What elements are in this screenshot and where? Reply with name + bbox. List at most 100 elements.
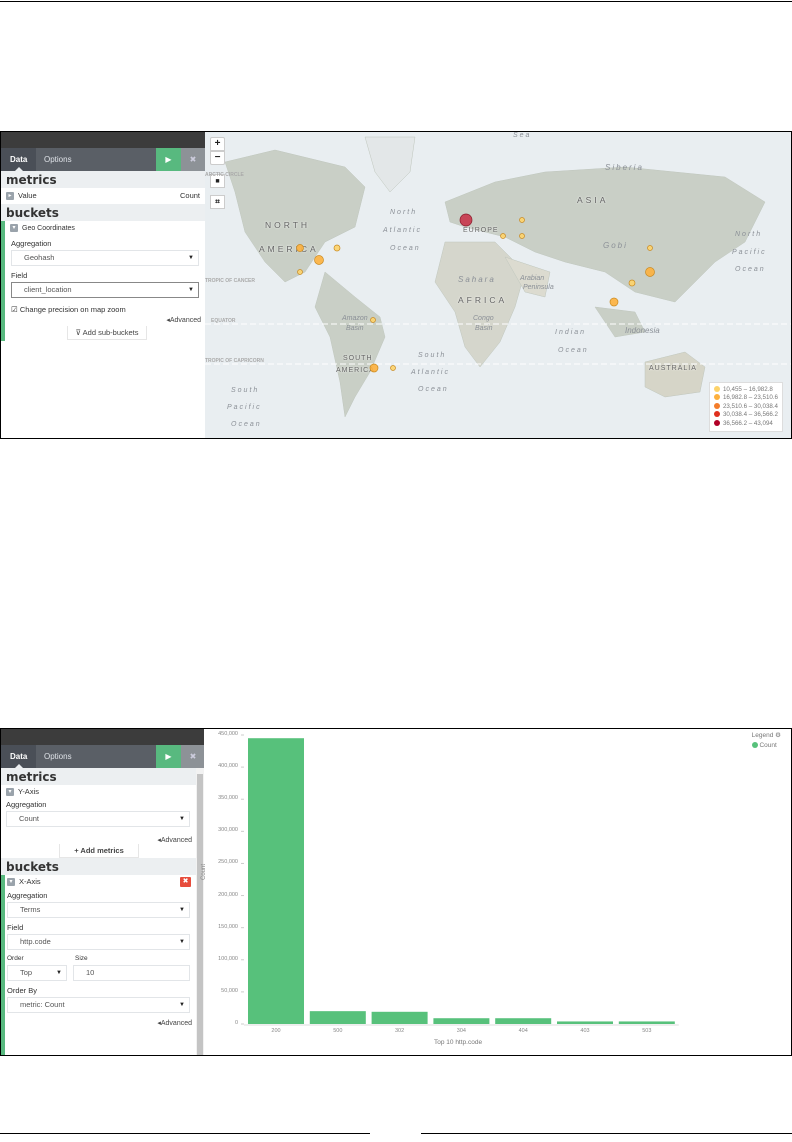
tab-options[interactable]: Options xyxy=(44,155,72,164)
bar-302[interactable] xyxy=(371,1011,428,1024)
field-label: Field xyxy=(7,923,24,932)
order-by-select[interactable]: metric: Count ▼ xyxy=(7,997,190,1013)
legend-dot-icon xyxy=(713,419,720,426)
ocean-label: Ocean xyxy=(231,421,262,428)
add-sub-buckets-button[interactable]: ⊽ Add sub-buckets xyxy=(67,326,147,340)
map-marker xyxy=(519,233,525,239)
map-marker xyxy=(628,279,636,287)
north-america-label-2: AMERICA xyxy=(259,244,319,254)
checkbox-checked-icon[interactable]: ☑ xyxy=(11,305,18,314)
caret-down-icon[interactable]: ▾ xyxy=(6,788,14,797)
x-tick-label: 404 xyxy=(518,1028,528,1034)
editor-scrollbar[interactable] xyxy=(196,768,204,1055)
ocean-label: Indian xyxy=(555,329,587,336)
caret-down-icon[interactable]: ▾ xyxy=(10,224,18,233)
gobi-label: Gobi xyxy=(603,241,628,250)
metric-value-row[interactable]: ▸ Value Count xyxy=(1,188,205,204)
x-tick-label: 500 xyxy=(333,1028,343,1034)
aggregation-value: Geohash xyxy=(24,253,55,262)
africa-label: AFRICA xyxy=(458,295,508,305)
precision-checkbox[interactable]: ☑ Change precision on map zoom xyxy=(5,303,205,316)
bar-chart-screenshot: Data Options ▶ ✖ metrics ▾ Y-Axis Aggrega… xyxy=(0,728,792,1056)
caret-down-icon[interactable]: ▾ xyxy=(7,878,15,887)
aggregation-label: Aggregation xyxy=(6,800,47,809)
siberia-label: Siberia xyxy=(605,163,644,172)
apply-button[interactable]: ▶ xyxy=(156,745,181,768)
tile-map[interactable]: + − ■ ⌗ ARCTIC CIRCLE TROPIC OF CANCER E… xyxy=(205,132,791,438)
map-legend-item: 30,038.4 – 36,566.2 xyxy=(713,411,778,420)
footer-rule-left xyxy=(0,1133,370,1134)
bar-500[interactable] xyxy=(309,1011,366,1024)
crop-draw-button[interactable]: ⌗ xyxy=(210,195,225,209)
gear-icon[interactable]: ⚙ xyxy=(775,732,781,739)
y-tick-label: 350,000 xyxy=(218,795,238,802)
y-tick-label: 250,000 xyxy=(218,859,238,866)
field-select[interactable]: http.code ▼ xyxy=(7,934,190,950)
ocean-label: South xyxy=(418,352,447,359)
zoom-in-button[interactable]: + xyxy=(210,137,225,151)
editor-panel: metrics ▸ Value Count buckets ▾ Geo Coordi… xyxy=(1,171,205,438)
dropdown-arrow-icon: ▼ xyxy=(56,970,62,976)
order-select[interactable]: Top ▼ xyxy=(7,965,67,981)
size-value: 10 xyxy=(86,968,95,977)
metric-label: Value xyxy=(18,191,37,200)
south-america-label-2: AMERICA xyxy=(336,367,375,374)
map-marker xyxy=(519,217,525,223)
geo-bucket-group: ▾ Geo Coordinates Aggregation Geohash ▼ Fi… xyxy=(1,221,205,341)
tab-data[interactable]: Data xyxy=(1,745,37,768)
caret-right-icon[interactable]: ▸ xyxy=(6,192,14,201)
y-tick-label: 100,000 xyxy=(218,955,238,962)
advanced-toggle[interactable]: ◂Advanced xyxy=(166,317,201,324)
legend-dot-icon xyxy=(713,385,720,392)
congo-label: Congo xyxy=(473,315,494,322)
tab-options[interactable]: Options xyxy=(44,752,72,761)
bucket-type-label: Geo Coordinates xyxy=(22,225,75,232)
bar-200[interactable] xyxy=(248,738,304,1024)
discard-button[interactable]: ✖ xyxy=(181,745,205,768)
legend-toggle[interactable]: Legend ⚙ xyxy=(751,732,781,739)
field-label: Field xyxy=(11,271,28,280)
bucket-aggregation-select[interactable]: Terms ▼ xyxy=(7,902,190,918)
bar-304[interactable] xyxy=(433,1018,490,1024)
metrics-heading: metrics xyxy=(1,768,196,785)
dropdown-arrow-icon: ▼ xyxy=(179,1002,185,1008)
map-marker xyxy=(609,297,619,307)
map-marker xyxy=(500,233,506,239)
geohash-markers xyxy=(296,213,655,373)
scrollbar-thumb[interactable] xyxy=(197,774,203,1055)
arctic-circle-label: ARCTIC CIRCLE xyxy=(205,172,244,178)
metric-aggregation-select[interactable]: Count ▼ xyxy=(6,811,190,827)
map-legend-item: 23,510.6 – 30,038.4 xyxy=(713,403,778,412)
apply-button[interactable]: ▶ xyxy=(156,148,181,171)
bar-403[interactable] xyxy=(557,1021,613,1024)
aggregation-label: Aggregation xyxy=(7,891,48,900)
map-legend-item: 16,982.8 – 23,510.6 xyxy=(713,394,778,403)
tab-data[interactable]: Data xyxy=(1,148,37,171)
bar-503[interactable] xyxy=(618,1021,675,1024)
order-value: Top xyxy=(20,968,33,977)
field-select[interactable]: client_location ▼ xyxy=(11,282,199,298)
advanced-toggle[interactable]: ◂Advanced xyxy=(157,1020,192,1027)
tile-map-screenshot: Data Options ▶ ✖ metrics ▸ Value Count bu… xyxy=(0,131,792,439)
legend-item-count[interactable]: Count xyxy=(751,741,781,751)
zoom-out-button[interactable]: − xyxy=(210,151,225,165)
bar-404[interactable] xyxy=(495,1018,552,1024)
remove-bucket-button[interactable]: ✖ xyxy=(180,877,191,887)
advanced-toggle[interactable]: ◂Advanced xyxy=(157,837,192,844)
ocean-label: Pacific xyxy=(732,249,767,256)
discard-button[interactable]: ✖ xyxy=(181,148,205,171)
x-axis-title: Top 10 http.code xyxy=(434,1039,483,1046)
field-value: client_location xyxy=(24,285,72,294)
map-marker xyxy=(297,269,303,275)
add-metrics-button[interactable]: + Add metrics xyxy=(59,844,139,858)
aggregation-select[interactable]: Geohash ▼ xyxy=(11,250,199,266)
play-icon: ▶ xyxy=(165,752,172,761)
size-input[interactable]: 10 xyxy=(73,965,190,981)
arabian-label: Peninsula xyxy=(523,284,554,291)
dropdown-arrow-icon: ▼ xyxy=(179,939,185,945)
y-tick-label: 300,000 xyxy=(218,827,238,834)
map-marker xyxy=(296,244,304,252)
fit-bounds-button[interactable]: ■ xyxy=(210,174,225,188)
map-legend-item: 36,566.2 – 43,094 xyxy=(713,419,778,429)
amazon-label: Amazon xyxy=(342,315,368,322)
